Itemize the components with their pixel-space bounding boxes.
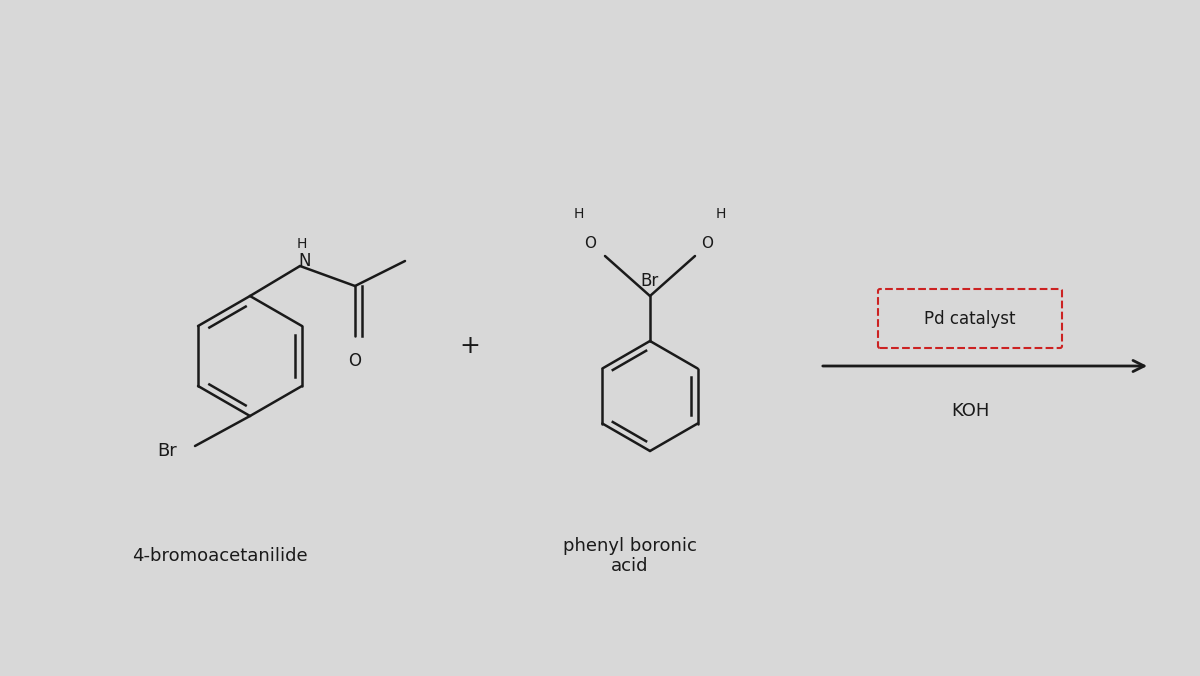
Text: 4-bromoacetanilide: 4-bromoacetanilide [132,547,308,565]
Text: N: N [299,252,311,270]
Text: H: H [296,237,307,251]
Text: Pd catalyst: Pd catalyst [924,310,1015,327]
Text: KOH: KOH [950,402,989,420]
Text: Br: Br [641,272,659,290]
Text: phenyl boronic
acid: phenyl boronic acid [563,537,697,575]
Text: Br: Br [157,442,176,460]
Text: O: O [584,237,596,251]
Text: H: H [716,207,726,221]
Text: O: O [701,237,713,251]
Text: O: O [348,352,361,370]
Text: +: + [460,334,480,358]
Text: H: H [574,207,584,221]
